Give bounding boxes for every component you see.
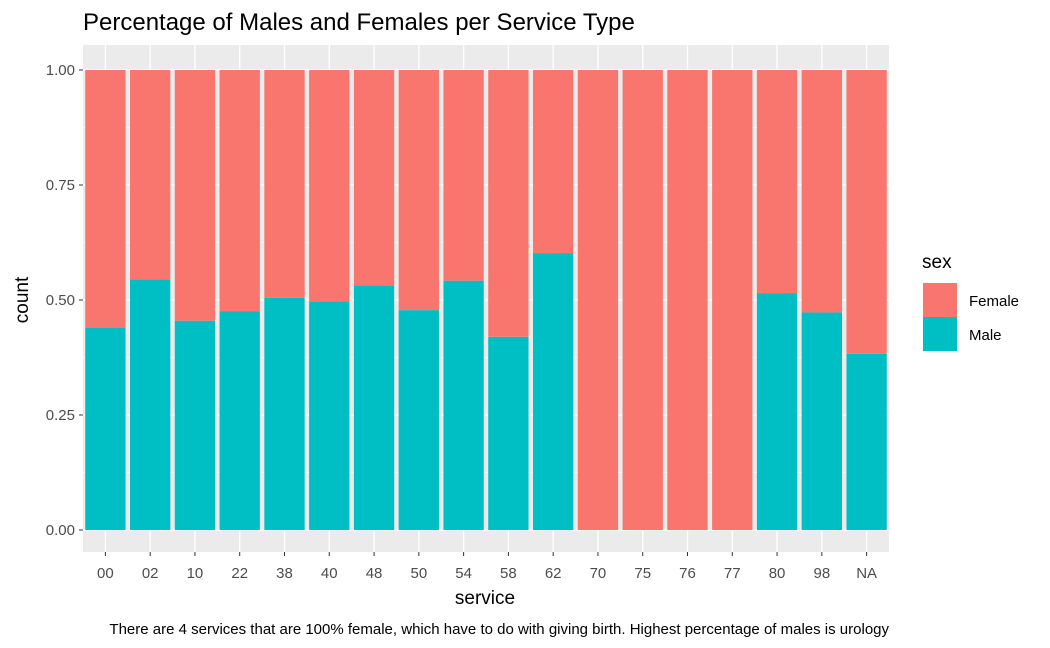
- bar-female-38: [264, 70, 305, 298]
- x-tick-label: 54: [455, 565, 472, 582]
- bar-male-58: [488, 336, 529, 530]
- x-tick-label: 02: [142, 565, 159, 582]
- x-tick-label: 10: [187, 565, 204, 582]
- chart-caption: There are 4 services that are 100% femal…: [109, 621, 889, 638]
- x-tick-label: 70: [590, 565, 607, 582]
- plot-panel: [83, 45, 889, 552]
- bar-male-00: [85, 327, 126, 530]
- legend: sex Female Male: [922, 252, 1019, 351]
- legend-swatch-male: [923, 317, 957, 351]
- x-tick-label: 22: [231, 565, 248, 582]
- bar-female-02: [130, 70, 171, 280]
- bar-male-10: [174, 320, 216, 530]
- chart-title: Percentage of Males and Females per Serv…: [83, 9, 635, 36]
- x-tick-label: 76: [679, 565, 696, 582]
- bar-female-76: [667, 70, 708, 530]
- bars: [85, 70, 887, 530]
- bar-female-10: [174, 70, 216, 321]
- bar-male-38: [264, 297, 305, 530]
- x-tick-label: 80: [769, 565, 786, 582]
- x-tick-label: 38: [276, 565, 293, 582]
- bar-female-80: [756, 70, 798, 294]
- x-axis: 00 02 10 22 38 40 48 50 54 58 62 70 75 76 77 80 98 NA: [97, 552, 877, 582]
- bar-female-50: [398, 70, 439, 311]
- bar-male-na: [846, 353, 887, 530]
- x-tick-label: 75: [634, 565, 651, 582]
- bar-female-98: [801, 70, 842, 313]
- x-tick-label: 77: [724, 565, 741, 582]
- bar-male-98: [801, 312, 842, 530]
- bar-male-40: [309, 301, 350, 530]
- bar-female-77: [712, 70, 753, 530]
- bar-male-62: [533, 253, 574, 530]
- y-axis-title: count: [12, 276, 33, 323]
- bar-male-54: [443, 280, 484, 530]
- bar-female-00: [85, 70, 126, 328]
- y-axis: 0.00 0.25 0.50 0.75 1.00: [46, 62, 83, 539]
- bar-female-70: [577, 70, 619, 530]
- y-tick-label: 1.00: [46, 62, 75, 79]
- x-tick-label: 50: [410, 565, 427, 582]
- x-tick-label: NA: [856, 565, 877, 582]
- bar-female-58: [488, 70, 529, 337]
- x-tick-label: 48: [366, 565, 383, 582]
- y-tick-label: 0.75: [46, 177, 75, 194]
- legend-title: sex: [922, 252, 952, 273]
- bar-female-54: [443, 70, 484, 281]
- bar-male-48: [353, 285, 395, 530]
- y-tick-label: 0.50: [46, 292, 75, 309]
- legend-label-male: Male: [969, 327, 1002, 344]
- bar-male-80: [756, 293, 798, 530]
- x-tick-label: 58: [500, 565, 517, 582]
- legend-swatch-female: [923, 283, 957, 317]
- x-axis-title: service: [455, 588, 515, 609]
- bar-male-02: [130, 279, 171, 530]
- bar-female-na: [846, 70, 887, 354]
- bar-female-22: [219, 70, 260, 312]
- y-tick-label: 0.00: [46, 522, 75, 539]
- x-tick-label: 40: [321, 565, 338, 582]
- bar-female-48: [353, 70, 395, 286]
- bar-male-50: [398, 310, 439, 530]
- bar-female-75: [622, 70, 663, 530]
- y-tick-label: 0.25: [46, 407, 75, 424]
- bar-female-40: [309, 70, 350, 302]
- x-tick-label: 62: [545, 565, 562, 582]
- bar-female-62: [533, 70, 574, 254]
- x-tick-label: 98: [813, 565, 830, 582]
- bar-male-22: [219, 311, 260, 530]
- legend-label-female: Female: [969, 293, 1019, 310]
- x-tick-label: 00: [97, 565, 114, 582]
